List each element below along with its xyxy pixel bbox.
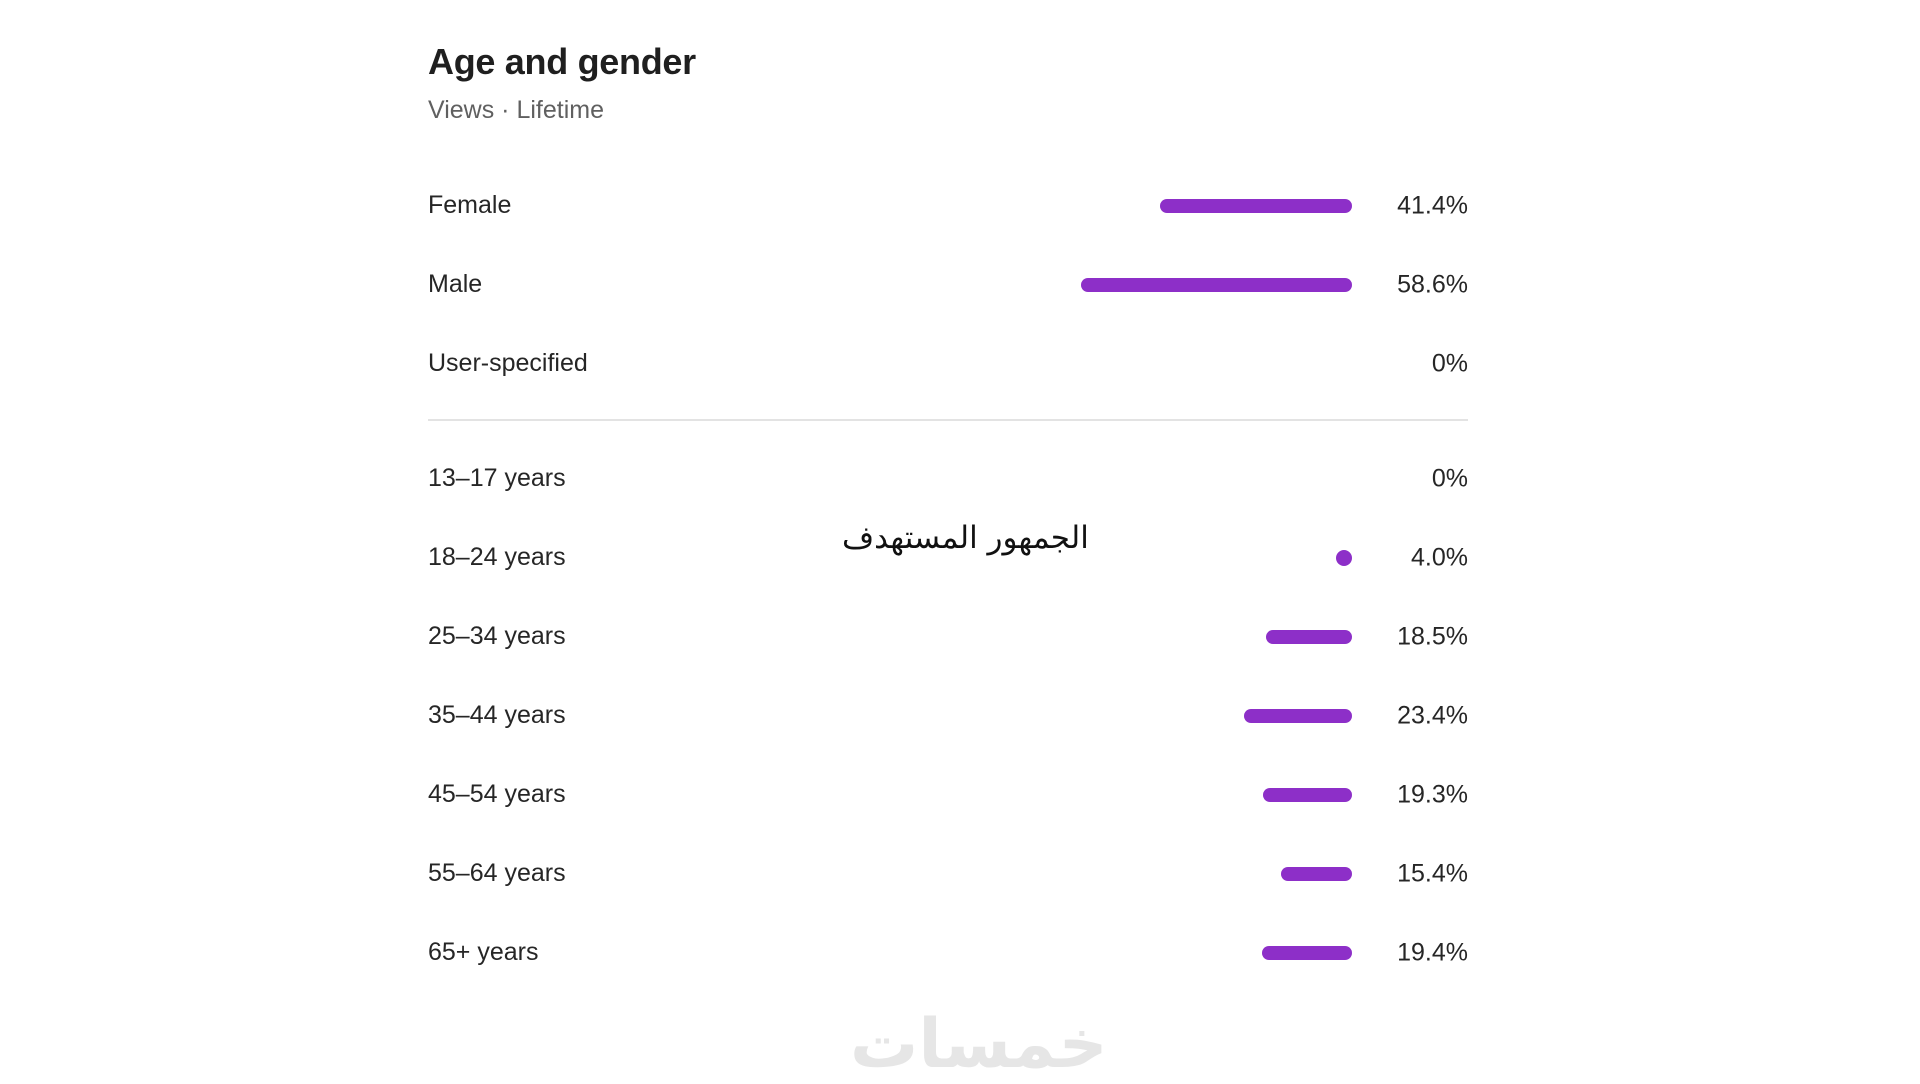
bar xyxy=(1280,866,1352,881)
row-label: 45–54 years xyxy=(428,780,566,808)
row-label: 55–64 years xyxy=(428,859,566,887)
bar xyxy=(1262,945,1352,960)
bar-track xyxy=(752,787,1352,802)
bar-track xyxy=(752,866,1352,881)
bar-track xyxy=(752,357,1352,371)
chart-row: Male 58.6% xyxy=(428,245,1468,324)
chart-row: 13–17 years 0% xyxy=(428,439,1468,518)
row-value: 23.4% xyxy=(1397,701,1468,729)
bar-track xyxy=(752,945,1352,960)
row-value: 19.4% xyxy=(1397,938,1468,966)
row-label: User-specified xyxy=(428,349,588,377)
bar-track xyxy=(752,549,1352,566)
row-value: 18.5% xyxy=(1397,622,1468,650)
bar-track xyxy=(752,629,1352,644)
bar-track xyxy=(752,277,1352,292)
row-value: 0% xyxy=(1431,349,1468,377)
row-label: 13–17 years xyxy=(428,464,566,492)
bar-track xyxy=(752,708,1352,723)
chart-title: Age and gender xyxy=(428,41,696,82)
chart-row: User-specified 0% xyxy=(428,324,1468,403)
row-label: 25–34 years xyxy=(428,622,566,650)
watermark-logo: خمسات xyxy=(850,1005,1108,1084)
row-label: 18–24 years xyxy=(428,543,566,571)
bar-dot xyxy=(1336,549,1352,566)
row-value: 4.0% xyxy=(1411,543,1468,571)
chart-row: 18–24 years 4.0% xyxy=(428,518,1468,597)
bar-track xyxy=(752,472,1352,486)
age-section: 13–17 years 0% 18–24 years 4.0% 25–34 years 1… xyxy=(428,439,1468,992)
row-value: 41.4% xyxy=(1397,191,1468,219)
row-label: 65+ years xyxy=(428,938,539,966)
gender-section: Female 41.4% Male 58.6% User-specified 0% xyxy=(428,166,1468,403)
chart-subtitle: Views · Lifetime xyxy=(428,96,604,124)
chart-row: 45–54 years 19.3% xyxy=(428,755,1468,834)
row-value: 58.6% xyxy=(1397,270,1468,298)
chart-row: Female 41.4% xyxy=(428,166,1468,245)
bar xyxy=(1080,277,1352,292)
row-value: 0% xyxy=(1431,464,1468,492)
bar xyxy=(1243,708,1352,723)
section-divider xyxy=(428,419,1468,421)
chart-row: 35–44 years 23.4% xyxy=(428,676,1468,755)
row-label: Female xyxy=(428,191,512,219)
bar xyxy=(1160,198,1352,213)
row-value: 19.3% xyxy=(1397,780,1468,808)
bar xyxy=(1262,787,1352,802)
chart-row: 65+ years 19.4% xyxy=(428,913,1468,992)
overlay-caption: الجمهور المستهدف xyxy=(842,520,1089,556)
row-label: 35–44 years xyxy=(428,701,566,729)
age-gender-card: Age and gender Views · Lifetime Female 41… xyxy=(428,40,1468,992)
bar xyxy=(1266,629,1352,644)
chart-row: 55–64 years 15.4% xyxy=(428,834,1468,913)
chart-row: 25–34 years 18.5% xyxy=(428,597,1468,676)
bar-track xyxy=(752,198,1352,213)
row-label: Male xyxy=(428,270,483,298)
row-value: 15.4% xyxy=(1397,859,1468,887)
